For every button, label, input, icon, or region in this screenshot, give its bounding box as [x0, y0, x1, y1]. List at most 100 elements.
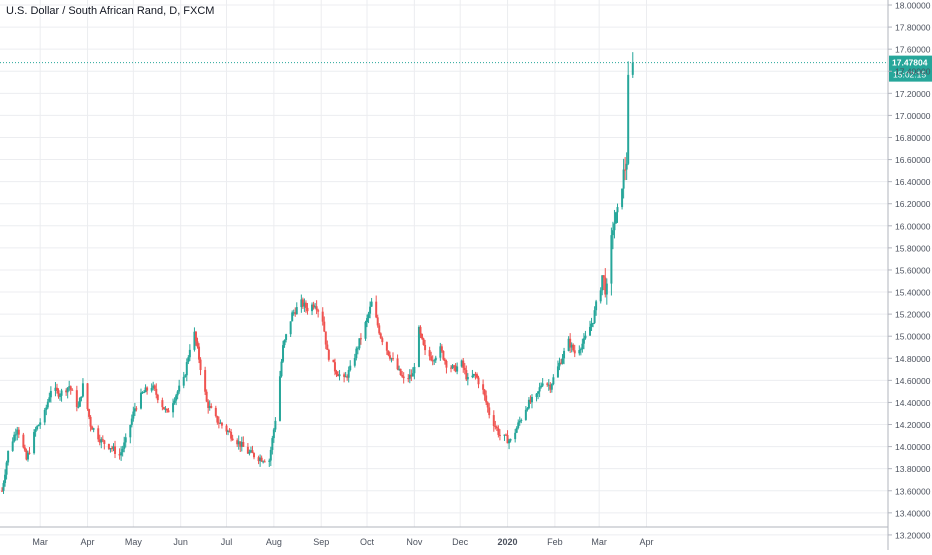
y-tick-label: 15.20000 — [895, 310, 931, 320]
y-tick-label: 17.80000 — [895, 23, 931, 33]
candle-body — [23, 447, 26, 451]
candle-body — [260, 457, 263, 462]
candle-body — [178, 385, 181, 392]
candle-body — [271, 438, 274, 450]
candle-body — [199, 359, 202, 371]
candle-body — [228, 431, 231, 433]
y-tick-label: 17.40000 — [895, 67, 931, 77]
candle-body — [306, 307, 309, 312]
candle-body — [605, 283, 608, 295]
candle-body — [492, 415, 495, 427]
candle-body — [33, 432, 36, 454]
candle-body — [556, 366, 559, 378]
candle-body — [185, 362, 188, 376]
candle-body — [625, 163, 628, 170]
candle-body — [272, 429, 275, 439]
candle-body — [150, 387, 153, 391]
candle-body — [172, 403, 175, 413]
candle-body — [578, 350, 581, 354]
candle-body — [225, 425, 228, 432]
candle-body — [410, 374, 413, 377]
candle-body — [193, 331, 196, 350]
x-tick-label: Sep — [313, 537, 329, 547]
candle-body — [376, 317, 379, 326]
candle-body — [48, 397, 51, 402]
candle-body — [124, 437, 127, 443]
candle-body — [164, 408, 167, 410]
candle-body — [413, 366, 416, 374]
candle-body — [210, 405, 213, 408]
candle-body — [184, 375, 187, 377]
candle-body — [433, 360, 436, 362]
candles — [1, 52, 634, 494]
candle-body — [129, 424, 132, 438]
candle-body — [323, 321, 326, 332]
candle-body — [503, 434, 506, 436]
candle-body — [460, 360, 463, 367]
candle-body — [453, 365, 456, 367]
candle-body — [485, 395, 488, 403]
candle-body — [337, 374, 340, 377]
candle-body — [396, 358, 399, 370]
candle-body — [65, 390, 68, 393]
candle-body — [139, 392, 142, 409]
candle-body — [474, 373, 477, 375]
candle-body — [475, 374, 478, 378]
candle-body — [11, 441, 14, 451]
candle-body — [175, 395, 178, 401]
candle-body — [278, 376, 281, 421]
candle-body — [294, 312, 297, 315]
candle-body — [621, 188, 624, 208]
candle-body — [207, 401, 210, 408]
candle-body — [217, 422, 220, 424]
candle-body — [57, 390, 60, 397]
x-tick-label: Apr — [640, 537, 654, 547]
candle-body — [593, 310, 596, 323]
candle-body — [109, 448, 112, 450]
candle-body — [486, 402, 489, 408]
y-tick-label: 15.40000 — [895, 288, 931, 298]
candle-body — [236, 440, 239, 445]
y-tick-label: 15.80000 — [895, 243, 931, 253]
candle-body — [526, 408, 529, 410]
candle-body — [569, 338, 572, 348]
candle-body — [25, 450, 28, 460]
candle-body — [450, 367, 453, 369]
candle-body — [508, 440, 511, 444]
candle-body — [434, 357, 437, 361]
candle-body — [333, 362, 336, 372]
candle-body — [80, 396, 83, 399]
candle-body — [355, 348, 358, 359]
candle-body — [353, 358, 356, 366]
candle-body — [98, 439, 101, 443]
candle-body — [454, 365, 457, 372]
candle-body — [135, 408, 138, 410]
candle-body — [285, 334, 288, 340]
candle-body — [2, 483, 5, 491]
candle-body — [46, 401, 49, 408]
candle-body — [198, 346, 201, 360]
candle-body — [219, 422, 222, 424]
candle-body — [627, 74, 630, 164]
candle-body — [567, 338, 570, 351]
candle-body — [311, 304, 314, 312]
candle-body — [86, 383, 89, 410]
candle-body — [347, 370, 350, 378]
candle-body — [315, 306, 318, 311]
candle-body — [17, 429, 20, 435]
candle-body — [77, 406, 80, 408]
y-tick-label: 15.00000 — [895, 332, 931, 342]
candle-body — [541, 383, 544, 386]
candle-body — [581, 343, 584, 350]
candle-body — [589, 326, 592, 336]
candle-body — [246, 446, 249, 454]
candle-body — [112, 446, 115, 449]
countdown-timer: 15:02:15 — [893, 70, 926, 80]
x-tick-label: Dec — [452, 537, 469, 547]
candle-body — [399, 368, 402, 375]
y-tick-label: 14.40000 — [895, 398, 931, 408]
candle-body — [317, 310, 320, 312]
candle-body — [239, 441, 242, 447]
